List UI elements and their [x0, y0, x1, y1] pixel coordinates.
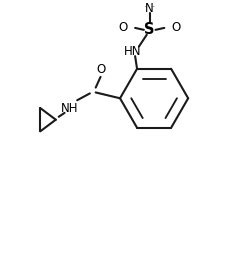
- Text: O: O: [119, 21, 128, 34]
- Text: N: N: [145, 2, 154, 15]
- Text: NH: NH: [61, 103, 78, 116]
- Text: S: S: [144, 22, 155, 37]
- Text: HN: HN: [123, 45, 141, 58]
- Text: O: O: [96, 63, 105, 76]
- Text: O: O: [171, 21, 181, 34]
